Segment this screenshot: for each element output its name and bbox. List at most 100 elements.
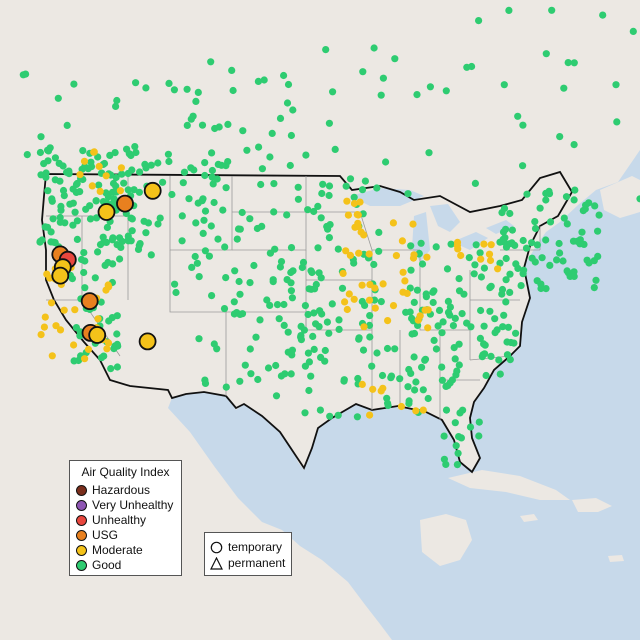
- station-dot-good: [391, 55, 399, 63]
- station-dot-moderate: [81, 355, 89, 363]
- station-dot-good: [201, 247, 209, 255]
- station-dot-good: [74, 356, 83, 365]
- station-dot-good: [446, 379, 454, 387]
- station-dot-good: [491, 315, 499, 323]
- station-dot-good: [208, 173, 216, 181]
- station-dot-good: [178, 237, 186, 245]
- station-dot-good: [523, 190, 531, 198]
- station-dot-good: [164, 150, 172, 158]
- station-dot-good: [559, 257, 567, 265]
- station-dot-moderate: [403, 289, 411, 297]
- station-dot-good: [370, 44, 378, 52]
- station-dot-good: [112, 102, 120, 110]
- station-dot-good: [562, 193, 571, 201]
- station-dot-good: [37, 133, 45, 141]
- station-dot-moderate: [88, 182, 96, 190]
- station-dot-moderate: [494, 265, 502, 273]
- station-dot-good: [432, 243, 440, 251]
- station-dot-good: [315, 323, 323, 331]
- station-dot-good: [36, 148, 45, 157]
- station-dot-good: [425, 149, 433, 157]
- station-dot-good: [258, 222, 266, 230]
- station-dot-good: [438, 329, 446, 337]
- station-dot-good: [612, 81, 620, 89]
- station-dot-good: [301, 362, 309, 370]
- station-dot-moderate: [95, 162, 103, 170]
- station-dot-good: [236, 290, 244, 298]
- station-dot-good: [194, 199, 202, 207]
- station-dot-moderate: [342, 247, 350, 255]
- station-dot-good: [312, 280, 320, 289]
- station-dot-good: [310, 345, 318, 353]
- station-dot-good: [326, 221, 334, 229]
- station-dot-good: [142, 84, 150, 92]
- station-dot-moderate: [356, 198, 364, 206]
- station-marker-usg[interactable]: [116, 194, 134, 213]
- station-dot-moderate: [355, 249, 363, 257]
- station-dot-moderate: [344, 211, 352, 219]
- station-dot-moderate: [96, 187, 104, 195]
- station-dot-good: [60, 192, 68, 200]
- station-marker-moderate[interactable]: [138, 332, 157, 351]
- station-dot-moderate: [399, 268, 407, 276]
- station-dot-good: [444, 297, 452, 305]
- station-dot-good: [502, 276, 510, 284]
- station-dot-good: [563, 220, 571, 228]
- station-dot-good: [188, 263, 196, 271]
- station-dot-good: [123, 145, 131, 153]
- station-dot-good: [317, 274, 325, 282]
- station-dot-good: [98, 354, 106, 362]
- station-marker-moderate[interactable]: [88, 326, 107, 344]
- station-dot-good: [384, 399, 392, 407]
- station-dot-good: [536, 204, 544, 212]
- station-dot-good: [38, 236, 46, 244]
- moderate-circle-icon: [76, 544, 87, 556]
- legend-label: Good: [92, 558, 122, 572]
- station-dot-good: [366, 333, 374, 341]
- station-dot-good: [254, 77, 262, 85]
- station-dot-good: [310, 207, 318, 216]
- station-dot-good: [165, 157, 173, 166]
- station-dot-good: [325, 191, 333, 200]
- station-dot-good: [136, 168, 144, 176]
- station-marker-moderate[interactable]: [51, 266, 70, 285]
- station-dot-good: [276, 263, 284, 271]
- station-dot-good: [96, 241, 105, 249]
- station-dot-good: [396, 375, 404, 383]
- station-dot-moderate: [371, 284, 379, 292]
- station-dot-good: [222, 184, 230, 192]
- station-dot-good: [284, 80, 293, 89]
- station-dot-good: [165, 79, 173, 87]
- station-dot-moderate: [37, 331, 45, 339]
- station-dot-good: [42, 169, 50, 177]
- station-dot-good: [407, 266, 415, 274]
- station-dot-good: [506, 270, 514, 278]
- station-dot-good: [476, 249, 484, 257]
- station-dot-good: [128, 227, 136, 235]
- station-dot-good: [191, 252, 199, 261]
- station-dot-good: [375, 247, 383, 255]
- station-dot-good: [289, 267, 297, 275]
- station-dot-good: [289, 106, 297, 114]
- station-dot-moderate: [339, 269, 347, 277]
- station-dot-good: [546, 261, 554, 269]
- station-dot-good: [564, 59, 572, 67]
- station-dot-good: [99, 233, 107, 241]
- station-dot-good: [108, 236, 116, 244]
- station-dot-good: [613, 118, 621, 126]
- station-dot-good: [280, 71, 288, 80]
- station-marker-usg[interactable]: [80, 292, 99, 311]
- station-dot-moderate: [84, 345, 93, 353]
- station-dot-moderate: [358, 281, 366, 289]
- station-dot-good: [147, 251, 155, 259]
- station-marker-moderate[interactable]: [143, 181, 162, 200]
- station-dot-good: [92, 214, 101, 222]
- station-dot-good: [418, 363, 426, 371]
- station-dot-good: [307, 267, 315, 275]
- station-dot-good: [383, 344, 392, 353]
- station-dot-good: [192, 97, 200, 105]
- station-dot-good: [373, 184, 381, 192]
- station-dot-good: [482, 371, 490, 380]
- station-dot-good: [314, 244, 322, 252]
- station-marker-moderate[interactable]: [97, 203, 116, 221]
